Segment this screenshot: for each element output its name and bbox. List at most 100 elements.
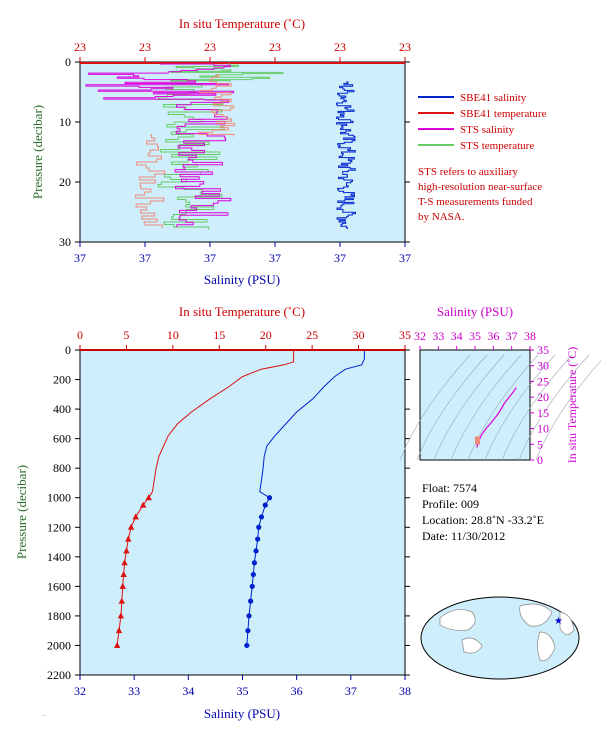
salinity-point <box>244 642 250 649</box>
density-contour <box>416 354 488 461</box>
main-sal-tick-label: 35 <box>237 684 249 698</box>
main-sal-ticks: 32 33 34 35 36 37 38 <box>74 675 411 698</box>
legend-label-sbe41-salinity: SBE41 salinity <box>460 92 527 104</box>
main-sal-tick-label: 33 <box>128 684 140 698</box>
top-temp-tick-label: 23 <box>204 40 216 54</box>
main-temp-tick-label: 30 <box>353 328 365 342</box>
top-sal-tick-label: 37 <box>334 251 346 265</box>
main-temp-axis-title: In situ Temperature (˚C) <box>179 304 305 319</box>
float-id: Float: 7574 <box>422 481 477 495</box>
temperature-point <box>139 501 147 508</box>
top-note: STS refers to auxiliary high-resolution … <box>418 166 542 223</box>
ts-temp-tick-label: 0 <box>537 453 543 467</box>
temperature-point <box>132 513 139 520</box>
temperature-point <box>119 582 126 589</box>
main-pressure-tick-label: 600 <box>53 432 71 446</box>
main-temp-tick-label: 0 <box>77 328 83 342</box>
top-sal-tick-label: 37 <box>204 251 216 265</box>
temperature-point <box>145 494 152 501</box>
ts-salinity-axis-title: Salinity (PSU) <box>437 304 513 319</box>
main-sal-tick-label: 37 <box>345 684 357 698</box>
temperature-point <box>123 547 130 554</box>
top-temp-tick-label: 23 <box>269 40 281 54</box>
top-salinity-axis-title: Salinity (PSU) <box>204 272 280 287</box>
note-line-1: STS refers to auxiliary <box>418 166 518 178</box>
temperature-point <box>121 559 128 566</box>
ts-temp-axis-title: In situ Temperature (˚C) <box>565 347 579 464</box>
main-sal-tick-label: 38 <box>399 684 411 698</box>
top-series-group <box>80 62 405 230</box>
float-location: Location: 28.8˚N -33.2˚E <box>422 513 544 527</box>
series-line-sts-salinity <box>174 99 232 228</box>
series-line-sbe41-salinity <box>336 81 356 229</box>
top-sal-tick-label: 37 <box>74 251 86 265</box>
temperature-point <box>113 641 121 648</box>
map-globe <box>420 596 580 680</box>
ts-temp-tick-label: 25 <box>537 374 549 388</box>
ts-sal-ticks: 32 33 34 35 36 37 38 <box>414 329 536 350</box>
density-contour <box>518 354 590 461</box>
main-salinity-axis-title: Salinity (PSU) <box>204 706 280 721</box>
density-contour <box>484 354 556 461</box>
main-temp-tick-label: 15 <box>213 328 225 342</box>
top-pressure-tick-label: 10 <box>59 115 71 129</box>
ts-sal-tick-label: 38 <box>524 329 536 343</box>
series-line-sts-temperature <box>170 63 284 82</box>
temperature-point <box>117 612 125 619</box>
salinity-point <box>258 514 265 520</box>
ts-temp-tick-label: 15 <box>537 406 549 420</box>
salinity-point <box>262 502 268 508</box>
density-contour <box>450 354 522 461</box>
main-pressure-tick-label: 1200 <box>47 520 71 534</box>
main-pressure-tick-label: 1400 <box>47 550 71 564</box>
legend-label-sbe41-temperature: SBE41 temperature <box>460 108 547 120</box>
note-line-3: T-S measurements funded <box>418 196 533 208</box>
top-sal-tick-label: 37 <box>399 251 411 265</box>
main-pressure-ticks: 0 200 400 600 800 1000 1200 1400 1600 1800 2000 220… <box>47 343 410 682</box>
ts-temp-tick-label: 5 <box>537 437 543 451</box>
salinity-point <box>255 536 261 542</box>
main-pressure-tick-label: 2200 <box>47 668 71 682</box>
top-pressure-ticks: 0 10 20 30 <box>59 55 410 249</box>
top-temp-tick-label: 23 <box>74 40 86 54</box>
ts-sal-tick-label: 32 <box>414 329 426 343</box>
main-pressure-tick-label: 0 <box>65 343 71 357</box>
salinity-point <box>266 495 273 501</box>
top-sal-ticks: 37 37 37 37 37 37 <box>74 242 411 265</box>
top-temp-axis-title: In situ Temperature (˚C) <box>179 16 305 31</box>
salinity-point <box>253 548 259 554</box>
ts-sal-tick-label: 34 <box>451 329 463 343</box>
main-temp-tick-label: 5 <box>123 328 129 342</box>
temperature-point <box>115 627 123 634</box>
main-temp-tick-label: 35 <box>399 328 411 342</box>
main-plot-area <box>79 349 406 676</box>
main-temp-tick-label: 20 <box>260 328 272 342</box>
main-sal-tick-label: 34 <box>182 684 194 698</box>
series-line-sts-salinity-surface <box>85 63 235 101</box>
main-pressure-tick-label: 2000 <box>47 638 71 652</box>
series-line-sts-temperature <box>157 81 225 230</box>
density-contour <box>399 354 471 461</box>
world-map: ★ <box>420 596 580 680</box>
salinity-point <box>245 628 251 634</box>
top-temp-tick-label: 23 <box>139 40 151 54</box>
top-pressure-tick-label: 20 <box>59 175 71 189</box>
top-temp-tick-label: 23 <box>334 40 346 54</box>
map-landmass-north-america <box>519 603 553 627</box>
main-pressure-tick-label: 1600 <box>47 579 71 593</box>
density-contour <box>501 354 573 461</box>
main-pressure-axis-title: Pressure (decibar) <box>14 465 29 559</box>
series-line-salinity <box>246 350 365 646</box>
ts-sal-tick-label: 35 <box>469 329 481 343</box>
main-pressure-tick-label: 800 <box>53 461 71 475</box>
salinity-point <box>251 560 258 566</box>
temperature-point <box>127 523 135 530</box>
profile-date: Date: 11/30/2012 <box>422 529 505 543</box>
temperature-point <box>125 535 132 542</box>
salinity-point <box>248 598 254 604</box>
salinity-point <box>250 571 256 578</box>
top-plot-area <box>79 61 406 243</box>
main-sal-tick-label: 36 <box>291 684 303 698</box>
top-sal-tick-label: 37 <box>269 251 281 265</box>
